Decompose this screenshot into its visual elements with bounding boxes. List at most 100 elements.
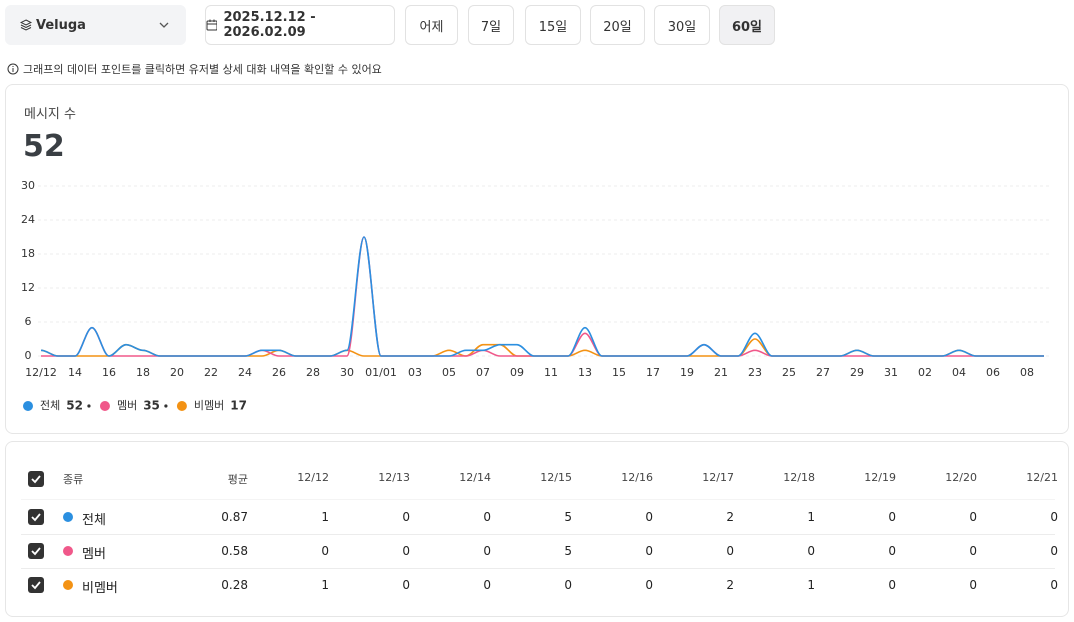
checkbox[interactable]	[28, 471, 44, 487]
cell-value: 1	[321, 578, 329, 592]
series-line	[40, 338, 1044, 357]
x-tick-label: 11	[544, 366, 558, 379]
legend-total: 35	[143, 399, 160, 413]
column-header: 12/13	[378, 471, 410, 484]
x-tick-label: 04	[952, 366, 966, 379]
column-header: 12/17	[702, 471, 734, 484]
row-average: 0.58	[221, 544, 248, 558]
cell-value: 0	[1050, 510, 1058, 524]
x-tick-label: 07	[476, 366, 490, 379]
x-tick-label: 03	[408, 366, 422, 379]
chart-card: 메시지 수 52	[5, 84, 1069, 434]
legend-total: 52	[66, 399, 83, 413]
cell-value: 2	[726, 578, 734, 592]
cell-value: 0	[483, 578, 491, 592]
x-tick-label: 16	[102, 366, 116, 379]
cell-value: 0	[888, 544, 896, 558]
cell-value: 0	[564, 578, 572, 592]
cell-value: 0	[969, 578, 977, 592]
cell-value: 1	[321, 510, 329, 524]
workspace-name: Veluga	[36, 17, 86, 33]
range-button[interactable]: 15일	[525, 5, 581, 45]
column-header: 12/15	[540, 471, 572, 484]
check-mark	[31, 475, 41, 484]
x-tick-label: 05	[442, 366, 456, 379]
column-header: 종류	[63, 473, 84, 486]
layers-icon	[20, 19, 32, 31]
x-tick-label: 19	[680, 366, 694, 379]
chevron	[159, 22, 169, 28]
row-divider	[21, 499, 1055, 500]
cell-value: 0	[1050, 578, 1058, 592]
cell-value: 0	[807, 544, 815, 558]
y-tick-label: 24	[21, 213, 35, 226]
workspace-select[interactable]: Veluga	[5, 5, 186, 45]
row-average: 0.28	[221, 578, 248, 592]
range-button[interactable]: 7일	[468, 5, 514, 45]
legend-total: 17	[230, 399, 247, 413]
legend-name: 멤버	[117, 399, 137, 412]
y-tick-label: 12	[21, 281, 35, 294]
chart-title: 메시지 수	[24, 107, 76, 122]
row-name: 전체	[82, 513, 106, 528]
series-line	[40, 236, 1044, 357]
cell-value: 0	[888, 578, 896, 592]
check-mark	[31, 581, 41, 590]
legend-name: 비멤버	[194, 399, 224, 412]
x-tick-label: 08	[1020, 366, 1034, 379]
x-tick-label: 09	[510, 366, 524, 379]
checkbox[interactable]	[28, 509, 44, 525]
range-button[interactable]: 20일	[590, 5, 645, 45]
x-tick-label: 27	[816, 366, 830, 379]
calendar-icon	[206, 19, 218, 31]
cell-value: 0	[645, 510, 653, 524]
range-button[interactable]: 60일	[719, 5, 775, 45]
cell-value: 2	[726, 510, 734, 524]
x-tick-label: 13	[578, 366, 592, 379]
x-tick-label: 23	[748, 366, 762, 379]
y-tick-label: 30	[21, 179, 35, 192]
checkbox[interactable]	[28, 577, 44, 593]
column-header: 12/18	[783, 471, 815, 484]
x-tick-label: 24	[238, 366, 252, 379]
row-dot	[63, 580, 73, 590]
x-tick-label: 20	[170, 366, 184, 379]
row-name: 비멤버	[82, 581, 118, 596]
cell-value: 0	[645, 578, 653, 592]
x-tick-label: 25	[782, 366, 796, 379]
x-tick-label: 15	[612, 366, 626, 379]
cell-value: 0	[402, 544, 410, 558]
column-header: 12/19	[864, 471, 896, 484]
legend-dot	[99, 401, 110, 411]
column-header: 12/12	[297, 471, 329, 484]
x-tick-label: 02	[918, 366, 932, 379]
check-mark	[31, 547, 41, 556]
x-tick-label: 31	[884, 366, 898, 379]
cell-value: 0	[1050, 544, 1058, 558]
legend-name: 전체	[40, 399, 60, 412]
range-button[interactable]: 어제	[405, 5, 458, 45]
y-tick-label: 18	[21, 247, 35, 260]
x-tick-label: 26	[272, 366, 286, 379]
cell-value: 0	[888, 510, 896, 524]
date-range[interactable]: 2025.12.12 - 2026.02.09	[205, 5, 395, 45]
column-header: 12/21	[1026, 471, 1058, 484]
info-text: 그래프의 데이터 포인트를 클릭하면 유저별 상세 대화 내역을 확인할 수 있…	[23, 63, 382, 76]
x-tick-label: 29	[850, 366, 864, 379]
x-tick-label: 01/01	[365, 366, 397, 379]
row-divider	[21, 534, 1055, 535]
checkbox[interactable]	[28, 543, 44, 559]
cell-value: 5	[564, 510, 572, 524]
legend-separator	[164, 404, 168, 408]
x-tick-label: 17	[646, 366, 660, 379]
info-icon	[7, 63, 19, 75]
y-tick-label: 0	[25, 349, 32, 362]
range-button[interactable]: 30일	[654, 5, 710, 45]
x-tick-label: 30	[340, 366, 354, 379]
table-card: 종류 평균 12/12 12/13 12/14 12/15 12/16 12/17 12/18 1…	[5, 441, 1069, 617]
x-tick-label: 22	[204, 366, 218, 379]
x-tick-label: 14	[68, 366, 82, 379]
x-tick-label: 18	[136, 366, 150, 379]
